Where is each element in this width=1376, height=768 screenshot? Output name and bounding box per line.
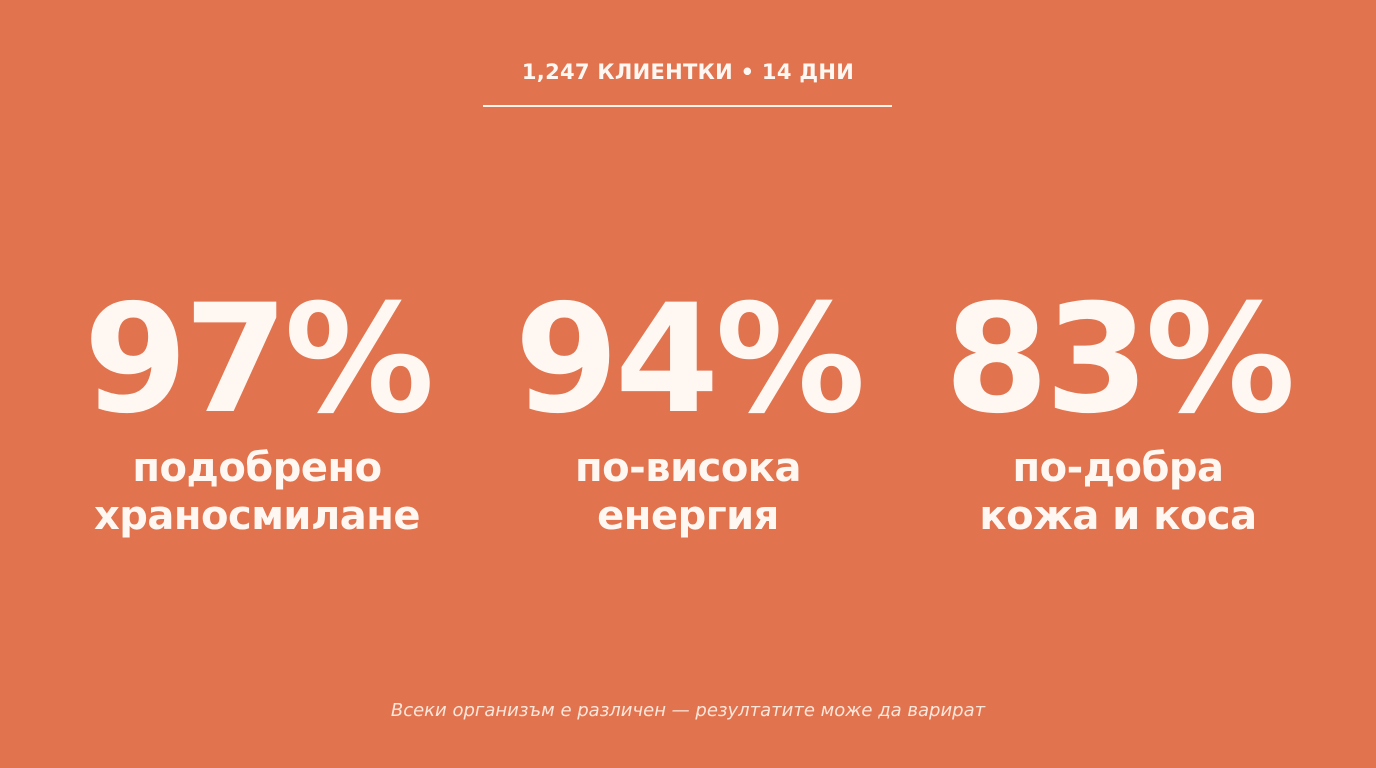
stat-label-line: по-добра [1012, 445, 1224, 491]
stat-label: по-добра кожа и коса [898, 444, 1338, 540]
stat-label-line: кожа и коса [979, 493, 1257, 539]
stat-label-line: енергия [597, 493, 779, 539]
header-subtitle: 1,247 КЛИЕНТКИ • 14 ДНИ [521, 60, 855, 84]
stat-energy: 94% по-висока енергия [468, 280, 908, 540]
footer-disclaimer: Всеки организъм е различен — резултатите… [390, 700, 986, 721]
stat-value: 97% [83, 273, 434, 447]
stat-digestion: 97% подобрено храносмилане [37, 280, 477, 540]
stat-label: подобрено храносмилане [37, 444, 477, 540]
header-divider [483, 105, 892, 107]
stat-label-line: храносмилане [93, 493, 421, 539]
stat-label-line: по-висока [575, 445, 801, 491]
stat-value: 94% [514, 273, 865, 447]
stat-skin-hair: 83% по-добра кожа и коса [898, 280, 1338, 540]
stat-value: 83% [944, 273, 1295, 447]
stat-label: по-висока енергия [468, 444, 908, 540]
stat-label-line: подобрено [132, 445, 382, 491]
